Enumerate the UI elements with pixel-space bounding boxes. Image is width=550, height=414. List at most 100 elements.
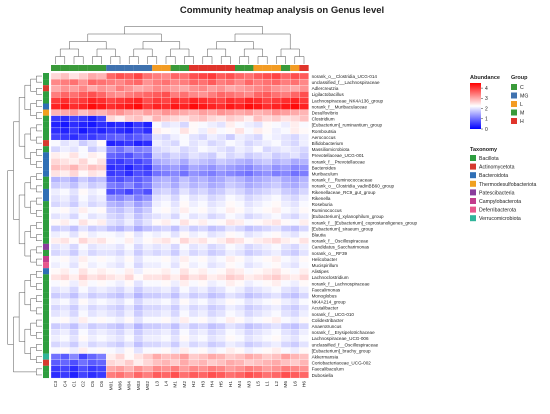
heatmap-cell	[115, 341, 125, 348]
heatmap-cell	[253, 310, 263, 318]
heatmap-cell	[253, 316, 263, 324]
heatmap-cell	[133, 322, 144, 330]
heatmap-cell	[262, 365, 272, 373]
heatmap-cell	[87, 78, 98, 86]
heatmap-cell	[253, 347, 263, 354]
heatmap-cell	[271, 121, 282, 129]
heatmap-cell	[299, 310, 309, 318]
heatmap-cell	[78, 182, 88, 190]
row-taxonomy-cell	[43, 207, 49, 214]
heatmap-cell	[188, 219, 199, 226]
column-group-cell	[115, 65, 125, 71]
heatmap-cell	[188, 274, 199, 281]
heatmap-cell	[87, 158, 98, 165]
heatmap-cell	[216, 109, 226, 116]
heatmap-cell	[60, 121, 70, 129]
heatmap-cell	[106, 194, 116, 202]
heatmap-cell	[244, 286, 254, 293]
heatmap-cell	[188, 261, 199, 269]
heatmap-cell	[198, 329, 208, 336]
heatmap-cell	[152, 341, 162, 348]
heatmap-cell	[124, 219, 134, 226]
heatmap-cell	[142, 188, 153, 196]
heatmap-cell	[69, 280, 79, 287]
heatmap-cell	[69, 72, 79, 80]
heatmap-cell	[115, 322, 125, 330]
heatmap-cell	[179, 164, 190, 171]
heatmap-cell	[78, 115, 88, 122]
heatmap-cell	[69, 286, 79, 293]
heatmap-cell	[198, 146, 208, 153]
heatmap-cell	[234, 329, 245, 336]
heatmap-cell	[152, 139, 162, 147]
heatmap-cell	[262, 97, 272, 104]
heatmap-cell	[290, 219, 300, 226]
heatmap-cell	[216, 249, 226, 257]
heatmap-cell	[50, 152, 61, 159]
heatmap-cell	[161, 115, 171, 122]
heatmap-cell	[253, 237, 263, 244]
heatmap-cell	[124, 335, 134, 342]
dendrogram-branch	[36, 197, 42, 205]
heatmap-cell	[106, 207, 116, 214]
heatmap-cell	[262, 231, 272, 238]
heatmap-cell	[262, 127, 272, 135]
heatmap-cell	[280, 207, 291, 214]
heatmap-cell	[244, 194, 254, 202]
heatmap-cell	[161, 176, 171, 183]
heatmap-cell	[271, 103, 282, 110]
heatmap-cell	[234, 194, 245, 202]
heatmap-cell	[133, 359, 144, 366]
heatmap-cell	[225, 127, 236, 135]
column-label: M1	[173, 381, 179, 388]
heatmap-cell	[188, 292, 199, 299]
heatmap-cell	[87, 292, 98, 299]
heatmap-cell	[124, 97, 134, 104]
heatmap-cell	[179, 146, 190, 153]
heatmap-cell	[290, 280, 300, 287]
heatmap-cell	[115, 207, 125, 214]
heatmap-cell	[179, 329, 190, 336]
heatmap-cell	[87, 255, 98, 263]
heatmap-cell	[50, 316, 61, 324]
row-label: Adlercreutzia	[312, 86, 339, 91]
heatmap-cell	[271, 292, 282, 299]
heatmap-cell	[225, 322, 236, 330]
heatmap-cell	[188, 207, 199, 214]
column-group-cell	[161, 65, 171, 71]
heatmap-cell	[253, 146, 263, 153]
heatmap-cell	[234, 255, 245, 263]
heatmap-cell	[234, 121, 245, 129]
heatmap-cell	[234, 170, 245, 177]
dendrogram-branch	[142, 41, 181, 49]
heatmap-cell	[124, 359, 134, 366]
heatmap-cell	[87, 139, 98, 147]
heatmap-cell	[69, 243, 79, 251]
heatmap-cell	[253, 213, 263, 220]
heatmap-cell	[216, 170, 226, 177]
row-taxonomy-cell	[43, 158, 49, 165]
heatmap-cell	[87, 359, 98, 366]
heatmap-cell	[96, 243, 107, 251]
heatmap-cell	[280, 237, 291, 244]
column-group-cell	[51, 65, 61, 71]
heatmap-cell	[133, 200, 144, 208]
heatmap-cell	[271, 335, 282, 342]
heatmap-cell	[262, 268, 272, 275]
heatmap-cell	[124, 170, 134, 177]
heatmap-cell	[50, 298, 61, 305]
column-label: L6	[292, 381, 298, 387]
heatmap-cell	[96, 298, 107, 305]
heatmap-cell	[78, 219, 88, 226]
heatmap-cell	[170, 200, 180, 208]
heatmap-cell	[133, 139, 144, 147]
heatmap-cell	[299, 146, 309, 153]
heatmap-cell	[96, 200, 107, 208]
column-label: C4	[62, 381, 68, 387]
heatmap-cell	[142, 298, 153, 305]
row-taxonomy-cell	[43, 292, 49, 299]
heatmap-cell	[179, 103, 190, 110]
heatmap-cell	[271, 170, 282, 177]
heatmap-cell	[96, 115, 107, 122]
